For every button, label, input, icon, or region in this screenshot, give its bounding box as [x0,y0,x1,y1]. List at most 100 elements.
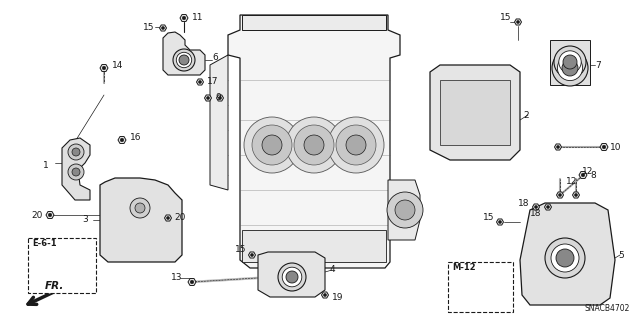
Text: 19: 19 [332,293,344,301]
Circle shape [207,96,209,100]
Polygon shape [188,278,196,286]
Polygon shape [484,287,492,293]
Circle shape [581,173,585,177]
Circle shape [179,55,189,65]
Circle shape [395,200,415,220]
Polygon shape [100,178,182,262]
Text: 2: 2 [523,110,529,120]
Circle shape [120,138,124,142]
Circle shape [166,216,170,219]
Polygon shape [100,64,108,71]
Polygon shape [62,138,90,200]
Polygon shape [545,204,552,210]
Text: 15: 15 [235,246,246,255]
Circle shape [102,66,106,70]
Text: 4: 4 [330,265,335,275]
Circle shape [244,117,300,173]
Text: 17: 17 [207,78,218,86]
Circle shape [304,135,324,155]
Circle shape [552,50,588,86]
Circle shape [250,253,253,256]
Polygon shape [180,15,188,21]
Text: E-6-1: E-6-1 [32,240,56,249]
Circle shape [282,267,302,287]
Polygon shape [164,215,172,221]
Text: 20: 20 [174,213,186,222]
Polygon shape [321,292,328,298]
Circle shape [534,205,538,209]
Circle shape [294,125,334,165]
Text: 8: 8 [590,170,596,180]
Circle shape [190,280,194,284]
Circle shape [198,80,202,84]
Text: 9: 9 [215,93,221,101]
Circle shape [161,26,164,30]
Circle shape [336,125,376,165]
Polygon shape [242,15,386,30]
Polygon shape [573,192,579,198]
Circle shape [556,145,559,149]
Text: 15: 15 [143,23,154,32]
Circle shape [559,193,561,197]
Circle shape [556,249,574,267]
Text: 13: 13 [171,273,182,283]
Polygon shape [497,219,504,225]
Text: 11: 11 [192,13,204,23]
Polygon shape [248,252,255,258]
Text: 5: 5 [618,250,624,259]
Text: 10: 10 [610,143,621,152]
Polygon shape [579,172,587,178]
Circle shape [562,60,578,76]
Circle shape [68,144,84,160]
Polygon shape [46,211,54,219]
Polygon shape [216,95,223,101]
Circle shape [68,164,84,180]
Circle shape [486,275,490,278]
Circle shape [551,244,579,272]
Text: 18: 18 [530,210,541,219]
Polygon shape [159,25,166,31]
Polygon shape [557,192,563,198]
Circle shape [63,274,67,276]
Circle shape [252,125,292,165]
Circle shape [563,55,577,69]
Text: 14: 14 [112,61,124,70]
Text: 3: 3 [82,216,88,225]
Text: 7: 7 [595,61,601,70]
Circle shape [387,192,423,228]
Text: 12: 12 [566,177,577,187]
Circle shape [328,117,384,173]
Text: 12: 12 [582,167,593,176]
Circle shape [286,271,298,283]
Polygon shape [205,95,211,101]
Circle shape [218,96,221,100]
Circle shape [499,220,502,224]
Circle shape [63,284,67,286]
Polygon shape [550,40,590,85]
Circle shape [557,56,582,81]
Circle shape [262,135,282,155]
Polygon shape [258,252,325,297]
Polygon shape [118,137,126,144]
Circle shape [173,49,195,71]
Circle shape [63,254,67,256]
Circle shape [346,135,366,155]
Polygon shape [196,79,204,85]
Text: 15: 15 [483,213,495,222]
Circle shape [602,145,606,149]
Circle shape [48,213,52,217]
Polygon shape [554,144,561,150]
Circle shape [278,263,306,291]
Circle shape [323,293,326,297]
Polygon shape [62,252,68,258]
Polygon shape [484,274,492,280]
Text: M-12: M-12 [452,263,476,272]
Text: 16: 16 [130,133,141,143]
Text: FR.: FR. [45,281,65,291]
Bar [28,238,96,293]
Circle shape [72,168,80,176]
Circle shape [182,16,186,20]
Circle shape [286,117,342,173]
Polygon shape [62,263,68,268]
Polygon shape [163,32,205,75]
